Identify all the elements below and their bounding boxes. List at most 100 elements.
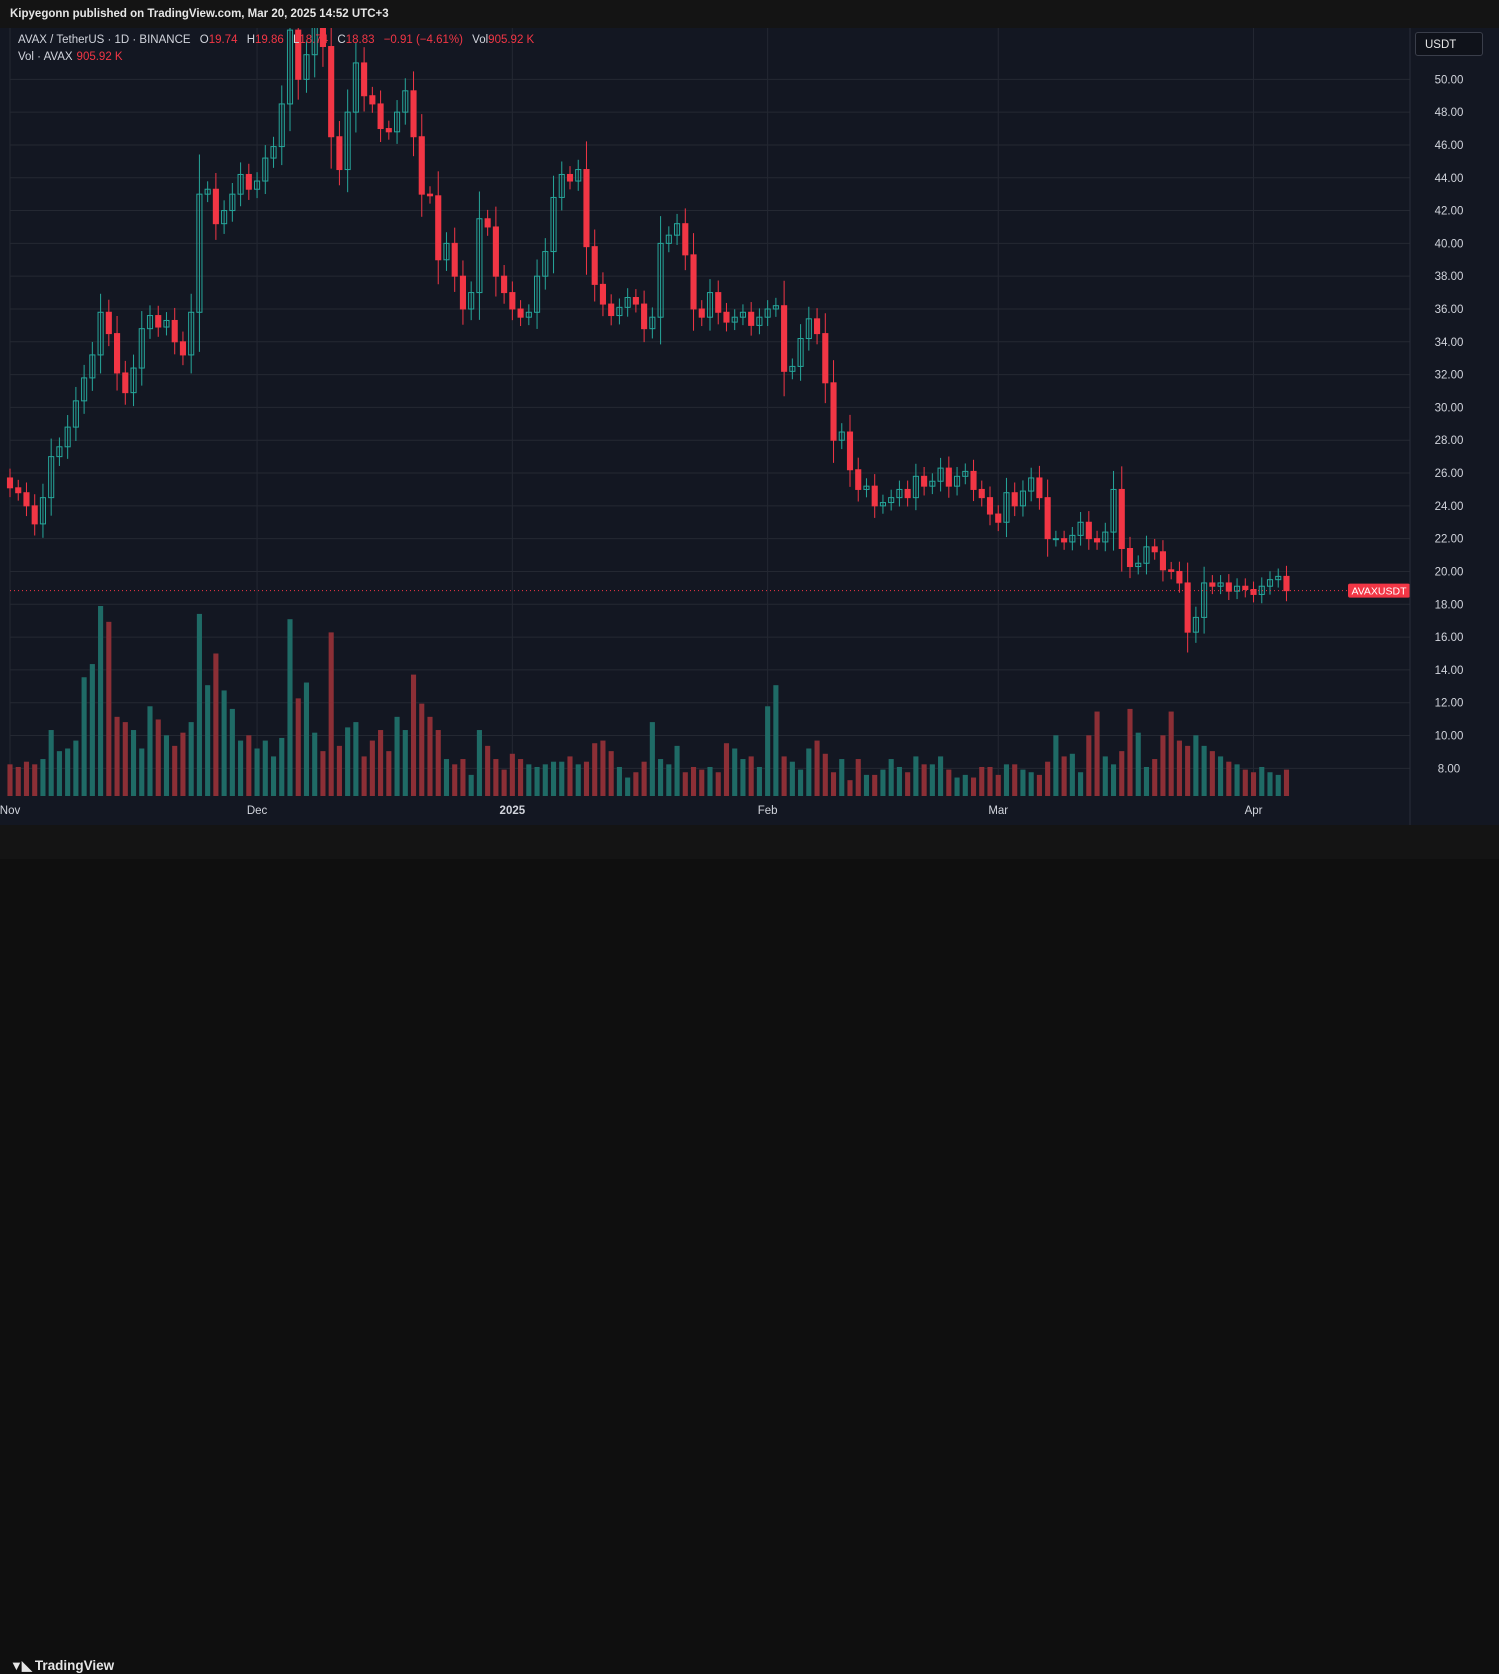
candle-body[interactable] bbox=[846, 431, 854, 471]
candle-body[interactable] bbox=[805, 318, 812, 340]
candle-body[interactable] bbox=[81, 377, 88, 402]
candle-body[interactable] bbox=[1077, 521, 1084, 536]
candle-body[interactable] bbox=[31, 505, 38, 525]
candle-body[interactable] bbox=[608, 303, 615, 317]
candle-body[interactable] bbox=[402, 90, 409, 113]
candle-body[interactable] bbox=[682, 223, 689, 256]
candle-body[interactable] bbox=[739, 311, 746, 318]
candle-body[interactable] bbox=[476, 218, 483, 294]
candle-body[interactable] bbox=[1184, 582, 1191, 633]
candle-body[interactable] bbox=[583, 169, 590, 248]
candle-body[interactable] bbox=[1061, 538, 1068, 543]
candle-body[interactable] bbox=[262, 157, 269, 182]
candle-body[interactable] bbox=[624, 297, 631, 308]
candle-body[interactable] bbox=[929, 480, 936, 487]
candle-body[interactable] bbox=[1266, 579, 1274, 587]
symbol-name[interactable]: AVAX / TetherUS · 1D · BINANCE bbox=[18, 34, 191, 46]
candle-body[interactable] bbox=[855, 469, 862, 490]
candle-body[interactable] bbox=[937, 467, 944, 482]
candle-body[interactable] bbox=[1011, 492, 1018, 507]
chart-area[interactable]: AVAXUSDT18.8312:07:20 8.0010.0012.0014.0… bbox=[0, 28, 1499, 825]
candle-body[interactable] bbox=[1135, 562, 1142, 568]
candle-body[interactable] bbox=[1094, 538, 1101, 543]
candle-body[interactable] bbox=[369, 95, 376, 105]
candle-body[interactable] bbox=[1036, 477, 1043, 499]
candle-body[interactable] bbox=[1176, 570, 1183, 584]
candle-body[interactable] bbox=[328, 46, 335, 138]
candle-body[interactable] bbox=[756, 316, 763, 326]
candle-body[interactable] bbox=[1102, 531, 1109, 543]
candle-body[interactable] bbox=[517, 308, 524, 318]
candle-body[interactable] bbox=[962, 470, 969, 477]
candle-body[interactable] bbox=[896, 488, 903, 499]
candle-body[interactable] bbox=[105, 311, 112, 335]
candle-body[interactable] bbox=[1283, 575, 1290, 592]
candle-body[interactable] bbox=[179, 341, 186, 356]
candle-body[interactable] bbox=[879, 502, 886, 507]
candle-body[interactable] bbox=[286, 29, 294, 105]
candle-body[interactable] bbox=[1069, 534, 1076, 543]
candle-body[interactable] bbox=[1143, 546, 1150, 564]
candle-body[interactable] bbox=[1110, 488, 1117, 533]
candles[interactable] bbox=[6, 28, 1290, 653]
candle-body[interactable] bbox=[501, 275, 508, 294]
candle-body[interactable] bbox=[1250, 589, 1257, 595]
candle-body[interactable] bbox=[534, 275, 541, 313]
candle-body[interactable] bbox=[237, 173, 244, 195]
candle-body[interactable] bbox=[690, 254, 697, 310]
candle-body[interactable] bbox=[163, 319, 170, 328]
candle-body[interactable] bbox=[1019, 490, 1026, 507]
candle-body[interactable] bbox=[641, 303, 648, 330]
candle-body[interactable] bbox=[278, 103, 285, 148]
candle-body[interactable] bbox=[789, 365, 796, 372]
candle-body[interactable] bbox=[435, 195, 442, 261]
candle-body[interactable] bbox=[89, 354, 96, 379]
candle-body[interactable] bbox=[748, 311, 755, 326]
candle-body[interactable] bbox=[6, 477, 14, 489]
candle-body[interactable] bbox=[443, 242, 450, 261]
candle-body[interactable] bbox=[912, 475, 919, 499]
candle-body[interactable] bbox=[56, 446, 63, 458]
candle-body[interactable] bbox=[550, 196, 557, 253]
candle-body[interactable] bbox=[204, 188, 211, 195]
candle-body[interactable] bbox=[830, 382, 837, 441]
candle-body[interactable] bbox=[649, 316, 656, 330]
candle-body[interactable] bbox=[698, 308, 705, 318]
candle-body[interactable] bbox=[48, 456, 55, 499]
candle-body[interactable] bbox=[995, 513, 1002, 523]
candle-body[interactable] bbox=[319, 28, 326, 48]
candle-body[interactable] bbox=[377, 103, 384, 130]
candle-body[interactable] bbox=[155, 315, 162, 328]
candle-body[interactable] bbox=[715, 292, 722, 313]
candle-body[interactable] bbox=[616, 306, 623, 317]
candle-body[interactable] bbox=[954, 475, 961, 487]
candle-body[interactable] bbox=[888, 497, 895, 504]
candle-body[interactable] bbox=[1217, 582, 1224, 587]
candle-body[interactable] bbox=[1085, 521, 1092, 540]
candle-body[interactable] bbox=[72, 400, 79, 428]
candle-body[interactable] bbox=[114, 333, 121, 374]
candle-body[interactable] bbox=[468, 292, 475, 310]
candle-body[interactable] bbox=[23, 492, 30, 507]
candle-body[interactable] bbox=[838, 431, 845, 441]
candle-body[interactable] bbox=[674, 223, 681, 236]
candle-body[interactable] bbox=[245, 173, 252, 190]
candle-body[interactable] bbox=[410, 90, 417, 138]
candle-body[interactable] bbox=[1234, 585, 1241, 592]
candle-body[interactable] bbox=[311, 28, 318, 56]
candle-body[interactable] bbox=[97, 311, 104, 356]
volume-indicator-name[interactable]: Vol · AVAX bbox=[18, 51, 73, 63]
candle-body[interactable] bbox=[1209, 582, 1216, 587]
candle-body[interactable] bbox=[706, 292, 714, 318]
candle-body[interactable] bbox=[212, 188, 219, 225]
candle-body[interactable] bbox=[731, 316, 738, 323]
candlestick-chart[interactable]: AVAXUSDT18.8312:07:20 8.0010.0012.0014.0… bbox=[0, 28, 1499, 825]
candle-body[interactable] bbox=[575, 169, 582, 182]
candle-body[interactable] bbox=[254, 180, 261, 190]
candle-body[interactable] bbox=[978, 488, 985, 499]
candle-body[interactable] bbox=[772, 305, 779, 310]
candle-body[interactable] bbox=[1201, 582, 1208, 618]
candle-body[interactable] bbox=[599, 283, 606, 305]
candle-body[interactable] bbox=[459, 275, 466, 310]
candle-body[interactable] bbox=[1126, 547, 1134, 568]
